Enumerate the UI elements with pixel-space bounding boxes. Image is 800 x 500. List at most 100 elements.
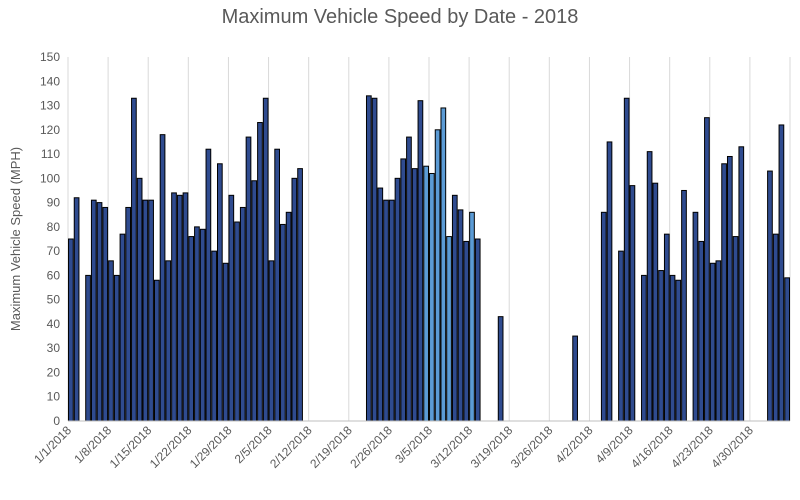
y-tick-label: 80	[47, 220, 61, 234]
bar	[469, 211, 475, 422]
bar	[606, 141, 613, 422]
bar	[721, 163, 727, 422]
bar	[738, 146, 745, 422]
bar	[377, 187, 384, 422]
bar	[205, 148, 212, 422]
bar	[371, 97, 378, 422]
bar	[629, 185, 636, 422]
bar	[85, 274, 91, 422]
bar	[675, 279, 682, 422]
x-tick-label: 1/22/2018	[147, 423, 195, 471]
bar	[136, 177, 143, 422]
y-tick-label: 70	[47, 244, 61, 258]
bar	[641, 274, 647, 422]
y-tick-label: 0	[53, 414, 60, 428]
x-tick-label: 1/15/2018	[107, 423, 155, 471]
bar	[159, 134, 166, 422]
bar	[96, 202, 103, 422]
bar	[600, 211, 607, 422]
bar	[709, 262, 716, 422]
bar	[148, 199, 154, 422]
bar	[222, 262, 229, 422]
bar	[663, 233, 670, 422]
bar	[228, 194, 235, 422]
bar	[262, 97, 269, 422]
bars	[68, 95, 790, 422]
x-tick-label: 2/19/2018	[307, 423, 355, 471]
bar	[646, 151, 653, 422]
bar	[113, 274, 120, 422]
x-tick-label: 4/23/2018	[668, 423, 716, 471]
bar	[732, 236, 739, 422]
bar	[440, 107, 447, 422]
bar	[291, 177, 298, 422]
bar	[108, 260, 114, 422]
bar	[451, 194, 458, 422]
x-tick-label: 3/26/2018	[508, 423, 556, 471]
y-tick-label: 110	[41, 147, 60, 161]
bar	[474, 238, 481, 422]
x-tick-label: 1/1/2018	[31, 423, 74, 466]
bar	[274, 148, 280, 422]
bar	[268, 260, 275, 422]
bar	[388, 199, 395, 422]
y-tick-label: 100	[40, 171, 60, 185]
y-tick-label: 20	[47, 365, 61, 379]
bar	[171, 192, 177, 422]
bar	[623, 97, 630, 422]
bar	[698, 240, 705, 422]
bar	[211, 250, 217, 422]
y-tick-label: 50	[47, 293, 61, 307]
bar	[784, 277, 790, 422]
bar	[73, 197, 80, 422]
bar	[285, 211, 292, 422]
x-tick-label: 4/30/2018	[708, 423, 756, 471]
bar	[417, 100, 424, 422]
y-tick-label: 60	[47, 268, 61, 282]
bar	[257, 122, 263, 422]
bar	[715, 260, 722, 422]
bar	[767, 170, 773, 422]
bar	[297, 168, 303, 422]
y-tick-label: 120	[40, 123, 60, 137]
x-tick-label: 4/16/2018	[628, 423, 676, 471]
bar	[434, 129, 441, 422]
x-tick-label: 4/2/2018	[553, 423, 596, 466]
bar	[704, 117, 710, 422]
x-tick-label: 2/12/2018	[267, 423, 315, 471]
bar	[182, 192, 189, 422]
bar	[446, 236, 452, 422]
y-tick-label: 150	[40, 50, 60, 64]
bar	[778, 124, 785, 422]
bar	[131, 97, 137, 422]
bar	[199, 228, 206, 422]
bar	[365, 95, 372, 422]
bar	[669, 274, 676, 422]
bar	[652, 182, 659, 422]
bar	[429, 172, 435, 422]
bar	[90, 199, 97, 422]
bar	[406, 136, 412, 422]
y-axis-title: Maximum Vehicle Speed (MPH)	[8, 147, 23, 331]
bar	[457, 209, 464, 422]
bar	[176, 194, 183, 422]
chart-title: Maximum Vehicle Speed by Date - 2018	[221, 6, 579, 28]
y-tick-label: 40	[47, 317, 61, 331]
bar	[234, 221, 240, 422]
bar	[772, 233, 779, 422]
bar	[68, 238, 74, 422]
bar	[726, 155, 733, 422]
y-tick-label: 130	[40, 99, 60, 113]
bar	[692, 211, 699, 422]
y-tick-label: 90	[47, 196, 61, 210]
x-tick-label: 1/29/2018	[187, 423, 235, 471]
bar	[618, 250, 624, 422]
bar	[239, 206, 246, 422]
bar	[423, 165, 429, 422]
bar	[245, 136, 252, 422]
y-axis-ticks: 0 10 20 30 40 50 60 70 80 90 100 110 120 130 140 150	[40, 50, 60, 428]
bar	[658, 270, 664, 422]
bar	[217, 163, 223, 422]
x-tick-label: 3/12/2018	[428, 423, 476, 471]
bar	[119, 233, 126, 422]
